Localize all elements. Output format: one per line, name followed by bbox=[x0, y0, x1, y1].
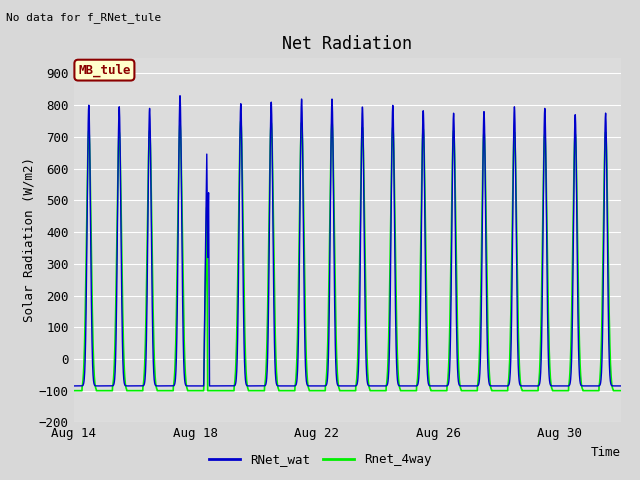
X-axis label: Time: Time bbox=[591, 446, 621, 459]
RNet_wat bbox=[223, 383, 230, 389]
Rnet_4way bbox=[237, 118, 244, 124]
Legend: RNet_wat, Rnet_4way: RNet_wat, Rnet_4way bbox=[204, 448, 436, 471]
RNet_wat bbox=[410, 383, 418, 389]
RNet_wat bbox=[617, 383, 625, 389]
Text: MB_tule: MB_tule bbox=[78, 63, 131, 77]
Line: Rnet_4way: Rnet_4way bbox=[74, 121, 621, 391]
Title: Net Radiation: Net Radiation bbox=[282, 35, 412, 53]
RNet_wat bbox=[617, 383, 625, 389]
RNet_wat bbox=[565, 383, 573, 388]
RNet_wat bbox=[70, 383, 77, 389]
Rnet_4way bbox=[617, 388, 625, 394]
Rnet_4way bbox=[70, 388, 77, 394]
Rnet_4way bbox=[617, 388, 625, 394]
RNet_wat bbox=[401, 383, 408, 389]
Text: No data for f_RNet_tule: No data for f_RNet_tule bbox=[6, 12, 162, 23]
Rnet_4way bbox=[565, 382, 573, 387]
RNet_wat bbox=[187, 383, 195, 389]
Y-axis label: Solar Radiation (W/m2): Solar Radiation (W/m2) bbox=[23, 157, 36, 323]
RNet_wat bbox=[176, 93, 184, 98]
Line: RNet_wat: RNet_wat bbox=[74, 96, 621, 386]
Rnet_4way bbox=[187, 388, 195, 394]
Rnet_4way bbox=[401, 388, 408, 394]
Rnet_4way bbox=[410, 388, 418, 394]
Rnet_4way bbox=[223, 388, 230, 394]
